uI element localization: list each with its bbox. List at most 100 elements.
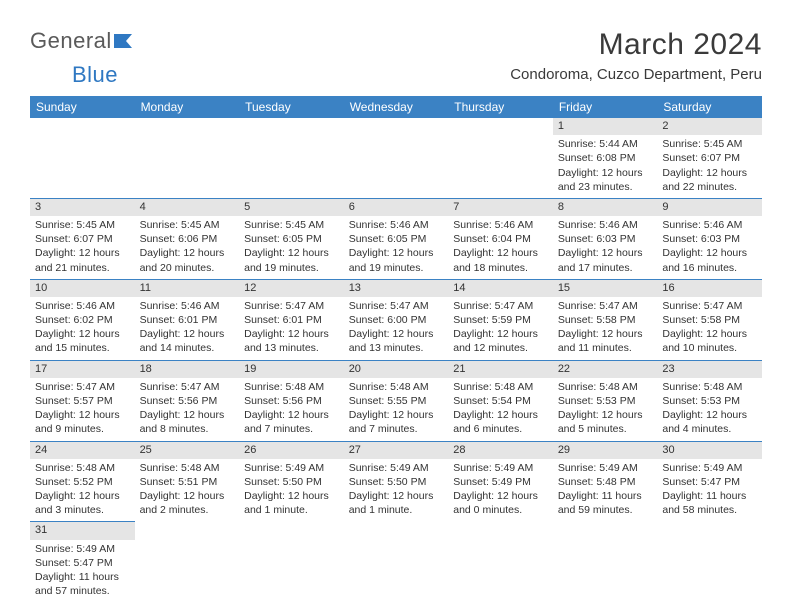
day-body: Sunrise: 5:47 AMSunset: 5:58 PMDaylight:… (657, 297, 762, 360)
day-number: 8 (553, 199, 658, 216)
logo-text: General Blue (30, 28, 136, 88)
calendar-table: Sunday Monday Tuesday Wednesday Thursday… (30, 96, 762, 602)
page-title: March 2024 (510, 28, 762, 62)
day-number: 11 (135, 280, 240, 297)
day-number: 17 (30, 361, 135, 378)
calendar-cell (344, 522, 449, 602)
day-body: Sunrise: 5:45 AMSunset: 6:07 PMDaylight:… (30, 216, 135, 279)
day-number: 20 (344, 361, 449, 378)
day-body: Sunrise: 5:44 AMSunset: 6:08 PMDaylight:… (553, 135, 658, 198)
calendar-cell (239, 118, 344, 198)
calendar-cell: 9Sunrise: 5:46 AMSunset: 6:03 PMDaylight… (657, 198, 762, 279)
day-body: Sunrise: 5:47 AMSunset: 5:56 PMDaylight:… (135, 378, 240, 441)
calendar-cell: 23Sunrise: 5:48 AMSunset: 5:53 PMDayligh… (657, 360, 762, 441)
col-thursday: Thursday (448, 96, 553, 118)
logo-word1: General (30, 28, 112, 53)
col-wednesday: Wednesday (344, 96, 449, 118)
calendar-cell: 29Sunrise: 5:49 AMSunset: 5:48 PMDayligh… (553, 441, 658, 522)
day-number: 13 (344, 280, 449, 297)
day-body: Sunrise: 5:48 AMSunset: 5:51 PMDaylight:… (135, 459, 240, 522)
logo-word2: Blue (72, 62, 118, 87)
calendar-cell: 6Sunrise: 5:46 AMSunset: 6:05 PMDaylight… (344, 198, 449, 279)
col-monday: Monday (135, 96, 240, 118)
calendar-cell: 16Sunrise: 5:47 AMSunset: 5:58 PMDayligh… (657, 279, 762, 360)
calendar-cell (239, 522, 344, 602)
calendar-row: 31Sunrise: 5:49 AMSunset: 5:47 PMDayligh… (30, 522, 762, 602)
day-body: Sunrise: 5:47 AMSunset: 6:00 PMDaylight:… (344, 297, 449, 360)
day-body: Sunrise: 5:46 AMSunset: 6:02 PMDaylight:… (30, 297, 135, 360)
calendar-cell: 3Sunrise: 5:45 AMSunset: 6:07 PMDaylight… (30, 198, 135, 279)
calendar-cell: 10Sunrise: 5:46 AMSunset: 6:02 PMDayligh… (30, 279, 135, 360)
calendar-cell: 31Sunrise: 5:49 AMSunset: 5:47 PMDayligh… (30, 522, 135, 602)
day-body: Sunrise: 5:48 AMSunset: 5:55 PMDaylight:… (344, 378, 449, 441)
day-number: 21 (448, 361, 553, 378)
calendar-cell (135, 118, 240, 198)
calendar-cell (657, 522, 762, 602)
calendar-cell: 24Sunrise: 5:48 AMSunset: 5:52 PMDayligh… (30, 441, 135, 522)
day-body: Sunrise: 5:48 AMSunset: 5:53 PMDaylight:… (553, 378, 658, 441)
calendar-row: 3Sunrise: 5:45 AMSunset: 6:07 PMDaylight… (30, 198, 762, 279)
day-number: 15 (553, 280, 658, 297)
calendar-cell (448, 522, 553, 602)
day-body: Sunrise: 5:46 AMSunset: 6:03 PMDaylight:… (657, 216, 762, 279)
calendar-cell: 22Sunrise: 5:48 AMSunset: 5:53 PMDayligh… (553, 360, 658, 441)
day-body: Sunrise: 5:46 AMSunset: 6:03 PMDaylight:… (553, 216, 658, 279)
col-sunday: Sunday (30, 96, 135, 118)
day-number: 30 (657, 442, 762, 459)
calendar-cell: 15Sunrise: 5:47 AMSunset: 5:58 PMDayligh… (553, 279, 658, 360)
day-body: Sunrise: 5:49 AMSunset: 5:50 PMDaylight:… (239, 459, 344, 522)
calendar-cell: 12Sunrise: 5:47 AMSunset: 6:01 PMDayligh… (239, 279, 344, 360)
calendar-cell: 4Sunrise: 5:45 AMSunset: 6:06 PMDaylight… (135, 198, 240, 279)
day-number: 5 (239, 199, 344, 216)
calendar-cell: 1Sunrise: 5:44 AMSunset: 6:08 PMDaylight… (553, 118, 658, 198)
day-body: Sunrise: 5:47 AMSunset: 6:01 PMDaylight:… (239, 297, 344, 360)
calendar-cell: 26Sunrise: 5:49 AMSunset: 5:50 PMDayligh… (239, 441, 344, 522)
calendar-cell: 14Sunrise: 5:47 AMSunset: 5:59 PMDayligh… (448, 279, 553, 360)
day-body: Sunrise: 5:47 AMSunset: 5:57 PMDaylight:… (30, 378, 135, 441)
day-number: 10 (30, 280, 135, 297)
day-body: Sunrise: 5:47 AMSunset: 5:59 PMDaylight:… (448, 297, 553, 360)
logo: General Blue (30, 28, 136, 88)
day-body: Sunrise: 5:49 AMSunset: 5:47 PMDaylight:… (657, 459, 762, 522)
calendar-cell: 30Sunrise: 5:49 AMSunset: 5:47 PMDayligh… (657, 441, 762, 522)
day-body: Sunrise: 5:46 AMSunset: 6:01 PMDaylight:… (135, 297, 240, 360)
day-body: Sunrise: 5:47 AMSunset: 5:58 PMDaylight:… (553, 297, 658, 360)
calendar-cell: 11Sunrise: 5:46 AMSunset: 6:01 PMDayligh… (135, 279, 240, 360)
calendar-cell: 2Sunrise: 5:45 AMSunset: 6:07 PMDaylight… (657, 118, 762, 198)
calendar-cell: 28Sunrise: 5:49 AMSunset: 5:49 PMDayligh… (448, 441, 553, 522)
calendar-cell: 7Sunrise: 5:46 AMSunset: 6:04 PMDaylight… (448, 198, 553, 279)
calendar-row: 10Sunrise: 5:46 AMSunset: 6:02 PMDayligh… (30, 279, 762, 360)
day-number: 7 (448, 199, 553, 216)
calendar-header-row: Sunday Monday Tuesday Wednesday Thursday… (30, 96, 762, 118)
calendar-cell (344, 118, 449, 198)
calendar-cell (135, 522, 240, 602)
day-body: Sunrise: 5:49 AMSunset: 5:50 PMDaylight:… (344, 459, 449, 522)
day-body: Sunrise: 5:46 AMSunset: 6:04 PMDaylight:… (448, 216, 553, 279)
day-number: 26 (239, 442, 344, 459)
day-body: Sunrise: 5:48 AMSunset: 5:56 PMDaylight:… (239, 378, 344, 441)
day-number: 23 (657, 361, 762, 378)
day-number: 28 (448, 442, 553, 459)
day-body: Sunrise: 5:45 AMSunset: 6:07 PMDaylight:… (657, 135, 762, 198)
calendar-cell: 17Sunrise: 5:47 AMSunset: 5:57 PMDayligh… (30, 360, 135, 441)
day-number: 2 (657, 118, 762, 135)
day-number: 14 (448, 280, 553, 297)
day-number: 6 (344, 199, 449, 216)
calendar-cell: 19Sunrise: 5:48 AMSunset: 5:56 PMDayligh… (239, 360, 344, 441)
calendar-cell: 25Sunrise: 5:48 AMSunset: 5:51 PMDayligh… (135, 441, 240, 522)
col-tuesday: Tuesday (239, 96, 344, 118)
day-body: Sunrise: 5:45 AMSunset: 6:05 PMDaylight:… (239, 216, 344, 279)
col-saturday: Saturday (657, 96, 762, 118)
day-number: 12 (239, 280, 344, 297)
day-body: Sunrise: 5:48 AMSunset: 5:53 PMDaylight:… (657, 378, 762, 441)
calendar-cell (30, 118, 135, 198)
day-number: 16 (657, 280, 762, 297)
calendar-cell: 18Sunrise: 5:47 AMSunset: 5:56 PMDayligh… (135, 360, 240, 441)
day-body: Sunrise: 5:46 AMSunset: 6:05 PMDaylight:… (344, 216, 449, 279)
day-body: Sunrise: 5:49 AMSunset: 5:48 PMDaylight:… (553, 459, 658, 522)
calendar-cell: 13Sunrise: 5:47 AMSunset: 6:00 PMDayligh… (344, 279, 449, 360)
calendar-cell: 21Sunrise: 5:48 AMSunset: 5:54 PMDayligh… (448, 360, 553, 441)
calendar-cell: 20Sunrise: 5:48 AMSunset: 5:55 PMDayligh… (344, 360, 449, 441)
day-number: 1 (553, 118, 658, 135)
calendar-row: 17Sunrise: 5:47 AMSunset: 5:57 PMDayligh… (30, 360, 762, 441)
